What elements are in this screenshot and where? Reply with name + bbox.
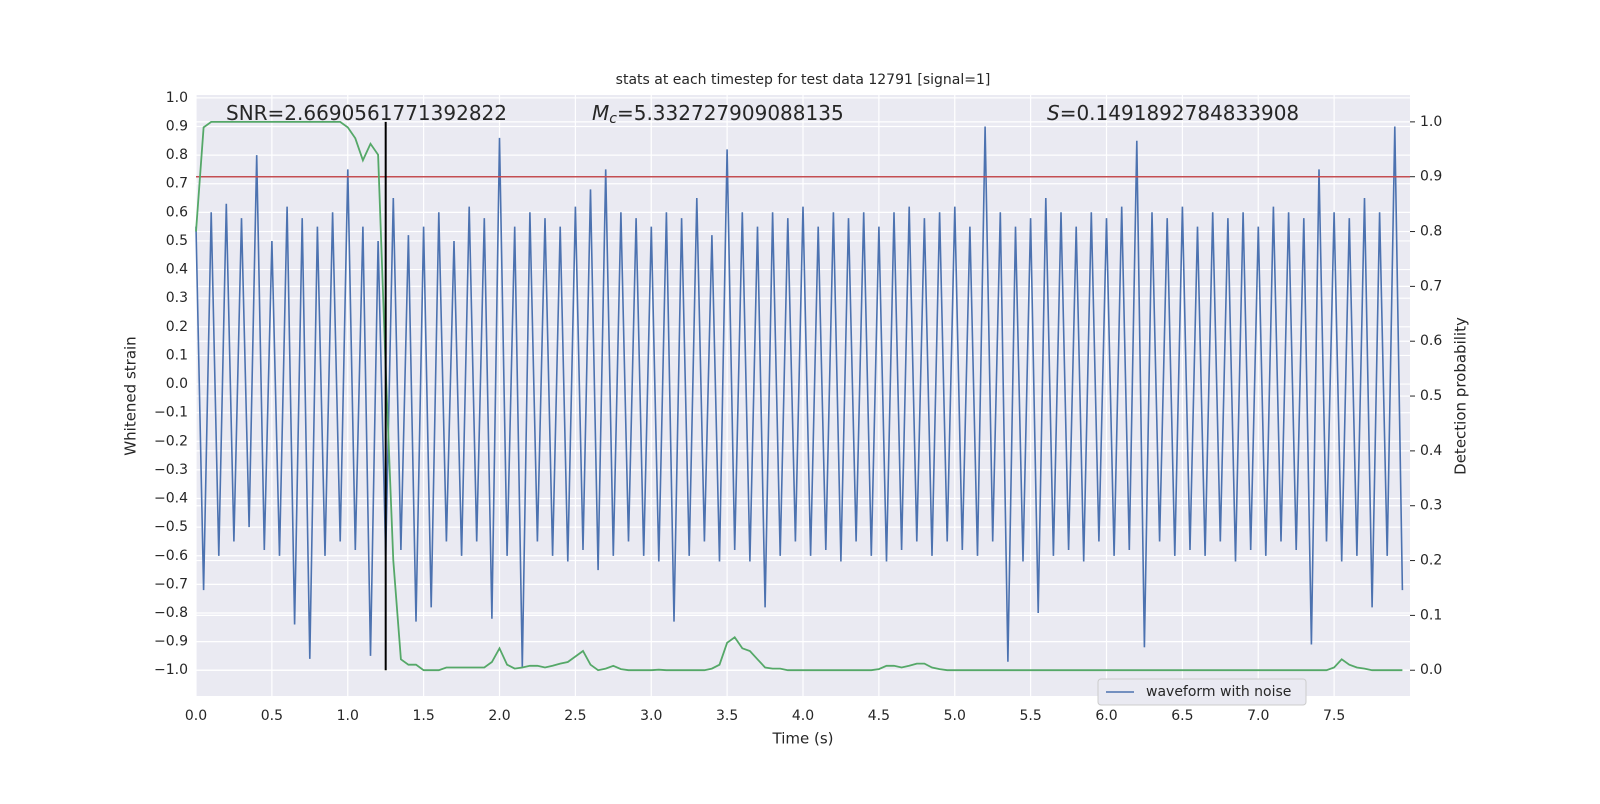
- annotation-text: =5.332727909088135: [617, 101, 844, 125]
- y2-tick-label: 0.0: [1420, 662, 1442, 678]
- x-tick-label: 3.0: [640, 708, 662, 724]
- y2-axis-label: Detection probability: [1452, 317, 1470, 475]
- y-tick-label: −0.5: [154, 519, 188, 535]
- y2-tick-label: 0.7: [1420, 278, 1442, 294]
- x-tick-label: 7.0: [1247, 708, 1269, 724]
- annotation: S=0.1491892784833908: [1047, 101, 1299, 125]
- x-tick-label: 7.5: [1323, 708, 1345, 724]
- x-tick-label: 6.5: [1171, 708, 1193, 724]
- y-axis-label: Whitened strain: [122, 336, 140, 455]
- annotation-text: =0.1491892784833908: [1060, 101, 1299, 125]
- y-tick-label: −0.2: [154, 433, 188, 449]
- y-tick-label: 0.4: [166, 262, 188, 278]
- x-tick-label: 1.5: [412, 708, 434, 724]
- legend: waveform with noise: [1097, 678, 1307, 706]
- x-tick-label: 5.5: [1019, 708, 1041, 724]
- detection-line: [195, 121, 1403, 672]
- annotation: SNR=2.6690561771392822: [226, 101, 507, 125]
- annotation-symbol: S: [1047, 101, 1060, 125]
- y2-tick-label: 0.4: [1420, 443, 1442, 459]
- y2-tick-label: 0.5: [1420, 388, 1442, 404]
- y-tick-label: −0.6: [154, 548, 188, 564]
- y-tick-label: 0.8: [166, 147, 188, 163]
- y-tick-label: −0.3: [154, 462, 188, 478]
- y-tick-label: 0.3: [166, 290, 188, 306]
- y-tick-label: −0.9: [154, 634, 188, 650]
- y2-tick-label: 0.6: [1420, 333, 1442, 349]
- x-tick-label: 0.5: [261, 708, 283, 724]
- x-tick-label: 2.0: [488, 708, 510, 724]
- x-tick-label: 5.0: [944, 708, 966, 724]
- y-tick-label: 0.0: [166, 376, 188, 392]
- y-tick-label: 0.7: [166, 176, 188, 192]
- waveform-line: [195, 126, 1404, 668]
- x-tick-label: 6.0: [1095, 708, 1117, 724]
- annotation-text: SNR=2.6690561771392822: [226, 101, 507, 125]
- x-tick-label: 3.5: [716, 708, 738, 724]
- x-tick-label: 4.0: [792, 708, 814, 724]
- x-tick-label: 1.0: [337, 708, 359, 724]
- y-tick-label: 0.1: [166, 347, 188, 363]
- y2-tick-label: 0.3: [1420, 498, 1442, 514]
- y-tick-label: 0.2: [166, 319, 188, 335]
- y-tick-label: 1.0: [166, 90, 188, 106]
- x-tick-label: 2.5: [564, 708, 586, 724]
- y-tick-label: −0.7: [154, 576, 188, 592]
- y-tick-label: 0.6: [166, 204, 188, 220]
- y-tick-label: 0.5: [166, 233, 188, 249]
- y-tick-label: −1.0: [154, 662, 188, 678]
- chart-title: stats at each timestep for test data 127…: [616, 72, 991, 88]
- y-tick-label: −0.1: [154, 405, 188, 421]
- y2-tick-label: 1.0: [1420, 114, 1442, 130]
- x-tick-label: 4.5: [868, 708, 890, 724]
- annotation-symbol: M: [592, 101, 609, 125]
- y-tick-label: 0.9: [166, 118, 188, 134]
- y2-tick-label: 0.8: [1420, 224, 1442, 240]
- annotation-subscript: c: [609, 111, 617, 127]
- x-tick-label: 0.0: [185, 708, 207, 724]
- x-axis-label: Time (s): [772, 730, 834, 748]
- y2-tick-label: 0.9: [1420, 169, 1442, 185]
- legend-label: waveform with noise: [1146, 684, 1291, 700]
- annotation: Mc=5.332727909088135: [592, 101, 844, 128]
- y2-tick-label: 0.2: [1420, 553, 1442, 569]
- y2-tick-label: 0.1: [1420, 607, 1442, 623]
- legend-box: [1097, 678, 1307, 706]
- y-tick-label: −0.8: [154, 605, 188, 621]
- y-tick-label: −0.4: [154, 491, 188, 507]
